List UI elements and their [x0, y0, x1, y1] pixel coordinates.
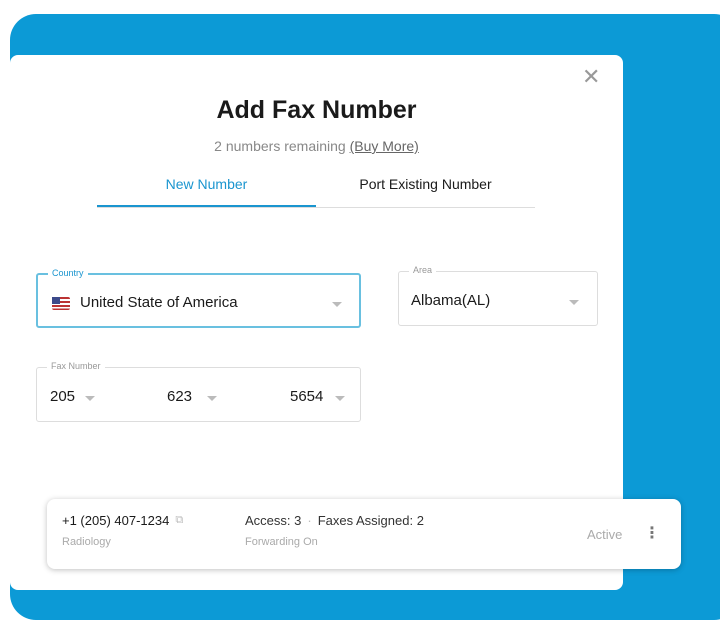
remaining-count: 2 numbers remaining — [214, 138, 346, 154]
remaining-text: 2 numbers remaining (Buy More) — [0, 138, 633, 154]
more-options-icon[interactable]: ⋮ — [644, 525, 660, 542]
copy-icon[interactable]: ⧉ — [175, 514, 184, 526]
country-value: United State of America — [80, 294, 238, 311]
separator-dot: · — [307, 513, 312, 528]
area-code-value: 205 — [50, 388, 76, 405]
us-flag-icon — [52, 297, 70, 310]
tab-new-number[interactable]: New Number — [97, 170, 316, 207]
close-icon[interactable]: ✕ — [582, 64, 601, 89]
faxes-assigned: Faxes Assigned: 2 — [317, 513, 424, 528]
forwarding-status: Forwarding On — [245, 536, 318, 548]
department-text: Radiology — [62, 536, 111, 548]
number-column: +1 (205) 407-1234 ⧉ Radiology — [62, 513, 183, 548]
country-label: Country — [48, 268, 88, 278]
prefix-value: 623 — [167, 388, 193, 405]
chevron-down-icon — [332, 302, 342, 307]
chevron-down-icon — [85, 396, 95, 401]
country-select[interactable]: Country United State of America — [36, 268, 361, 328]
access-count: Access: 3 — [245, 513, 302, 528]
fax-number-text: +1 (205) 407-1234 — [62, 513, 170, 528]
details-line: Access: 3 · Faxes Assigned: 2 — [245, 513, 424, 528]
buy-more-link[interactable]: (Buy More) — [349, 138, 419, 154]
area-label: Area — [409, 265, 437, 275]
area-value: Albama(AL) — [411, 292, 491, 309]
chevron-down-icon — [207, 396, 217, 401]
status-badge: Active — [587, 527, 623, 542]
fax-number-list-item[interactable]: +1 (205) 407-1234 ⧉ Radiology Access: 3 … — [47, 499, 681, 569]
tab-port-existing-number[interactable]: Port Existing Number — [359, 176, 492, 192]
number-line: +1 (205) 407-1234 ⧉ — [62, 513, 183, 528]
tab-bar: New Number Port Existing Number — [97, 170, 535, 208]
area-select[interactable]: Area Albama(AL) — [398, 265, 598, 326]
fax-number-field: Fax Number 205 623 5654 — [36, 361, 361, 422]
line-number-value: 5654 — [290, 388, 324, 405]
chevron-down-icon — [569, 300, 579, 305]
chevron-down-icon — [335, 396, 345, 401]
fax-number-label: Fax Number — [47, 361, 105, 371]
details-column: Access: 3 · Faxes Assigned: 2 Forwarding… — [245, 513, 424, 548]
dialog-title: Add Fax Number — [216, 96, 417, 124]
